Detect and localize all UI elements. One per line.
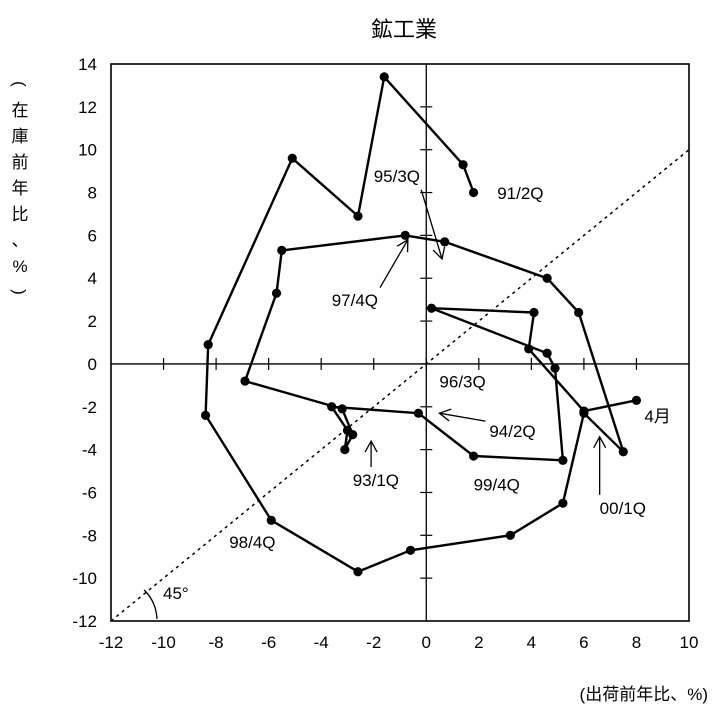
data-point <box>353 567 362 576</box>
data-point <box>469 188 478 197</box>
y-axis-label-char: ) <box>10 289 29 295</box>
data-point <box>288 154 297 163</box>
data-point <box>458 160 467 169</box>
x-tick-label: -8 <box>209 633 224 652</box>
reference-line-label: 45° <box>163 584 189 603</box>
x-tick-label: 4 <box>527 633 536 652</box>
data-point <box>440 237 449 246</box>
annotation-label: 94/2Q <box>489 422 535 441</box>
y-tick-label: 4 <box>88 269 97 288</box>
annotation-label: 4月 <box>644 407 670 426</box>
annotation-arrow <box>439 413 485 421</box>
data-point <box>579 406 588 415</box>
annotation-arrow <box>421 190 442 259</box>
y-axis-label-char: 前 <box>12 153 29 172</box>
x-tick-label: -4 <box>314 633 329 652</box>
data-point <box>574 308 583 317</box>
y-tick-label: -8 <box>82 526 97 545</box>
data-point <box>201 411 210 420</box>
y-axis-label-char: 比 <box>12 205 29 224</box>
data-point <box>353 212 362 221</box>
y-tick-label: 8 <box>88 184 97 203</box>
x-tick-label: -12 <box>99 633 124 652</box>
y-tick-label: 14 <box>78 55 97 74</box>
angle-arc <box>144 590 157 619</box>
x-tick-label: -10 <box>151 633 176 652</box>
data-point <box>427 304 436 313</box>
annotation-label: 95/3Q <box>374 167 420 186</box>
data-point <box>469 451 478 460</box>
data-point <box>558 456 567 465</box>
x-tick-label: 10 <box>680 633 699 652</box>
y-tick-label: -6 <box>82 483 97 502</box>
data-point <box>380 72 389 81</box>
annotation-label: 91/2Q <box>497 184 543 203</box>
series-line <box>206 77 637 572</box>
data-point <box>406 546 415 555</box>
y-tick-label: -2 <box>82 398 97 417</box>
data-point <box>343 426 352 435</box>
annotation-label: 96/3Q <box>439 372 485 391</box>
y-tick-label: -10 <box>72 569 97 588</box>
x-tick-label: 0 <box>422 633 431 652</box>
y-tick-label: 10 <box>78 141 97 160</box>
y-tick-label: 2 <box>88 312 97 331</box>
data-point <box>632 396 641 405</box>
annotation-label: 98/4Q <box>229 533 275 552</box>
data-point <box>619 447 628 456</box>
x-tick-label: -6 <box>261 633 276 652</box>
y-axis-label-char: ( <box>10 81 29 87</box>
x-tick-label: 2 <box>474 633 483 652</box>
data-point <box>550 364 559 373</box>
x-axis-label: (出荷前年比、%) <box>580 685 708 704</box>
data-point <box>272 289 281 298</box>
x-tick-label: 8 <box>632 633 641 652</box>
data-point <box>267 516 276 525</box>
chart-title: 鉱工業 <box>371 17 437 42</box>
y-axis-label-char: 庫 <box>12 127 29 146</box>
annotation-label: 97/4Q <box>332 291 378 310</box>
y-tick-label: 12 <box>78 98 97 117</box>
y-tick-label: 6 <box>88 226 97 245</box>
y-axis-label-char: 在 <box>12 101 29 120</box>
data-point <box>524 344 533 353</box>
data-point <box>558 499 567 508</box>
data-point <box>529 308 538 317</box>
data-point <box>240 376 249 385</box>
data-point <box>506 531 515 540</box>
annotation-label: 99/4Q <box>474 475 520 494</box>
plot-area: 45° -12 -10 -8 -6 -4 -2 0 2 4 6 8 10 -12 -10 -8 -6 -4 -2 0 2… <box>72 55 698 652</box>
y-axis-label-char: 年 <box>12 179 29 198</box>
data-point <box>277 246 286 255</box>
annotation-label: 93/1Q <box>353 471 399 490</box>
data-point <box>414 409 423 418</box>
data-point <box>543 349 552 358</box>
annotation-arrow <box>380 240 408 288</box>
y-tick-label: -12 <box>72 612 97 631</box>
data-point <box>204 340 213 349</box>
y-axis-label-char: 、 <box>12 231 29 250</box>
data-point <box>340 445 349 454</box>
annotation-label: 00/1Q <box>600 499 646 518</box>
data-point <box>338 404 347 413</box>
y-tick-label: -4 <box>82 441 97 460</box>
data-point <box>327 402 336 411</box>
plot-frame <box>111 64 689 621</box>
y-axis-label-char: % <box>12 257 27 276</box>
x-tick-label: -2 <box>366 633 381 652</box>
data-point <box>543 274 552 283</box>
y-tick-label: 0 <box>88 355 97 374</box>
x-tick-label: 6 <box>579 633 588 652</box>
